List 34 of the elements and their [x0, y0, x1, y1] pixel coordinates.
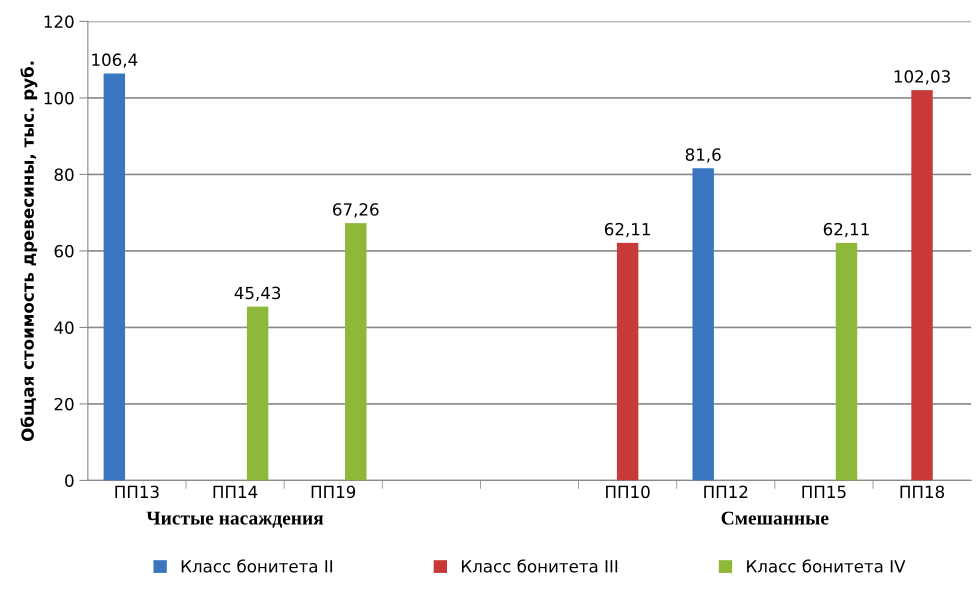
- legend-label: Класс бонитета II: [182, 559, 332, 573]
- x-tick-label: ПП19: [312, 486, 356, 498]
- y-tick-label: 120: [44, 15, 74, 28]
- y-axis-title: Общая стоимость древесины, тыс. руб.: [20, 62, 38, 442]
- bar: [345, 223, 366, 480]
- y-tick-label: 0: [65, 474, 74, 487]
- bar: [246, 306, 268, 480]
- bar: [911, 90, 933, 480]
- x-tick-label: ПП10: [606, 486, 650, 498]
- x-tick-label: ПП14: [214, 486, 258, 498]
- y-tick-label: 40: [54, 321, 74, 334]
- bar: [836, 242, 858, 480]
- text: 67,26: [333, 203, 379, 218]
- bar: [692, 168, 714, 480]
- y-tick-label: 80: [54, 168, 74, 181]
- bar: [104, 73, 126, 480]
- x-tick-label: ПП15: [802, 486, 846, 498]
- text: 106,4: [92, 53, 138, 68]
- x-tick-label: ПП18: [900, 486, 944, 498]
- legend-label: Класс бонитета IV: [747, 559, 906, 573]
- text: 81,6: [686, 148, 721, 163]
- y-tick-label: 20: [54, 398, 74, 410]
- x-tick-label: ПП13: [115, 486, 159, 498]
- text: Смешанные: [722, 512, 828, 525]
- y-tick-label: 100: [44, 92, 74, 104]
- x-tick-label: ПП12: [704, 486, 748, 498]
- text: 62,11: [824, 222, 869, 238]
- text: 62,11: [604, 222, 650, 238]
- y-tick-label: 60: [54, 244, 74, 258]
- text: Чистые насаждения: [146, 512, 324, 528]
- bar: [616, 242, 638, 480]
- text: 102,03: [894, 70, 950, 84]
- legend-label: Класс бонитета III: [462, 559, 618, 573]
- text: 45,43: [234, 286, 280, 301]
